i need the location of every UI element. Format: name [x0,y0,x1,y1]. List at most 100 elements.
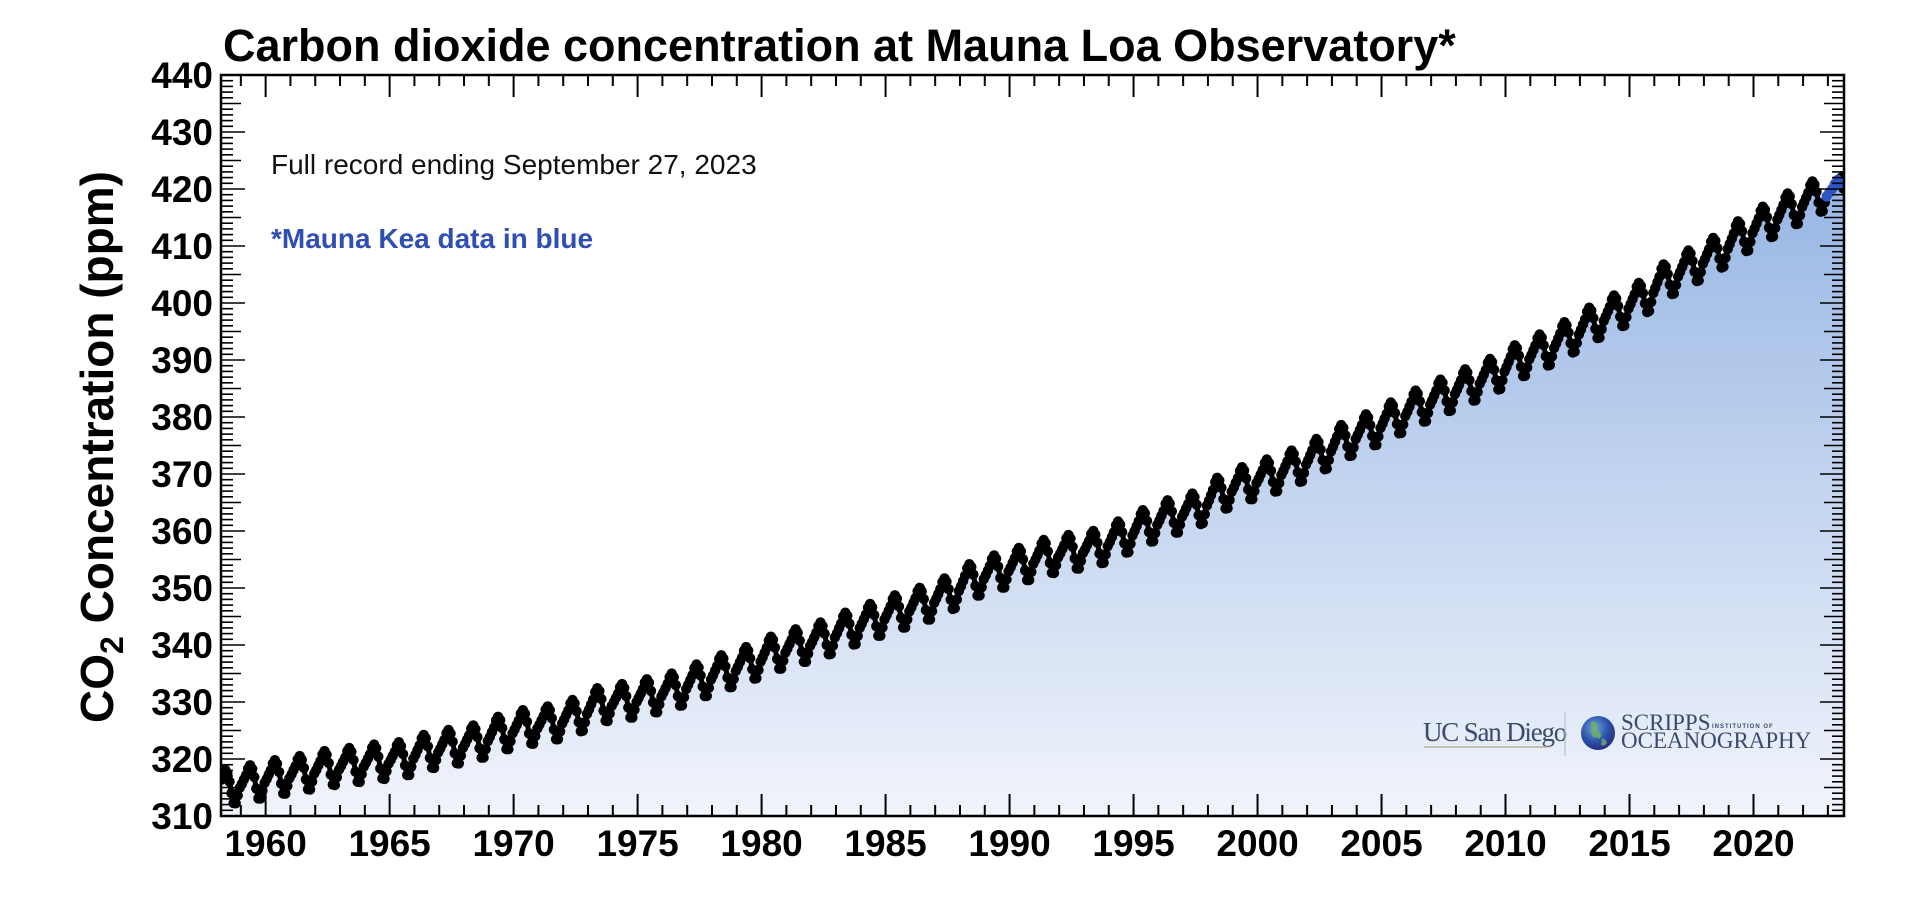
data-point [1017,554,1029,565]
data-point [1222,503,1233,514]
data-point [924,614,936,625]
data-point [247,763,258,775]
data-point [1274,477,1285,489]
data-point [976,582,987,593]
data-point [1414,396,1426,407]
y-tick-label: 410 [151,226,213,267]
data-point [678,692,690,703]
data-point [842,610,853,621]
data-point [1348,442,1359,453]
data-point [1389,407,1401,419]
x-tick-label: 1990 [968,823,1050,864]
data-point [1040,538,1051,549]
data-point [968,569,979,580]
data-point [1296,476,1308,487]
data-point [1712,242,1723,254]
y-axis-label-rest: Concentration (ppm) [71,171,123,636]
data-point [718,653,729,664]
data-point [629,704,640,715]
data-point [1569,346,1580,357]
y-tick-label: 350 [151,568,213,609]
data-point [1123,547,1134,558]
data-point [348,754,359,766]
data-point [1662,268,1673,280]
data-point [298,762,310,774]
data-point [1546,351,1558,362]
data-point [652,707,663,718]
data-point [1265,465,1277,476]
data-point [1042,546,1054,557]
data-point [800,656,812,667]
data-point [397,748,409,760]
data-point [255,793,266,804]
data-point [943,583,954,595]
data-point [974,590,985,601]
data-point [1619,320,1630,331]
data-point [1148,536,1159,547]
data-point [619,682,630,694]
data-point [323,757,334,769]
data-point [1761,211,1773,223]
y-tick-label: 320 [151,739,213,780]
data-point [1092,537,1103,548]
data-point [271,758,283,769]
data-point [1668,288,1680,299]
data-point [1612,300,1624,312]
y-tick-label: 390 [151,340,213,381]
data-point [891,593,903,604]
data-point [1371,439,1382,451]
data-point [1695,266,1707,278]
x-tick-label: 2005 [1340,823,1422,864]
globe-icon [1581,716,1615,750]
data-point [1166,506,1178,517]
data-point [1340,430,1351,441]
x-tick-label: 1995 [1092,823,1174,864]
data-point [1743,245,1754,256]
data-point [827,640,839,651]
data-point [1191,499,1202,510]
scripps-logo-small: INSTITUTION OF [1712,724,1774,730]
data-point [951,594,963,605]
data-point [999,582,1010,593]
data-point [751,673,762,684]
data-point [1538,340,1549,351]
data-point [1067,541,1078,552]
data-point [1736,226,1748,237]
y-tick-label: 340 [151,625,213,666]
data-point [720,661,731,672]
data-point [296,754,307,765]
data-point [1026,566,1037,578]
data-point [844,618,855,629]
data-point [753,664,764,676]
data-point [778,655,789,666]
y-tick-label: 420 [151,169,213,210]
data-point [579,717,591,728]
y-tick-label: 440 [151,55,213,96]
data-point [519,708,531,719]
data-point [726,681,737,693]
data-point [1023,574,1035,586]
scripps-logo-main: SCRIPPS [1621,710,1711,735]
y-axis-label-subscript: 2 [94,636,130,654]
data-point [1445,405,1457,416]
data-point [893,601,905,612]
data-point [306,776,318,787]
data-point [1224,494,1235,506]
data-point [273,766,285,778]
x-tick-label: 1970 [472,823,554,864]
data-point [497,722,508,734]
y-tick-label: 430 [151,112,213,153]
data-point [1050,560,1062,571]
y-tick-labels: 310 320 330 340 350 360 370 380 390 400 410 420 430 4… [151,55,213,837]
data-point [1398,419,1409,430]
data-point [552,734,564,745]
data-point [1373,431,1384,442]
mauna-kea-note: *Mauna Kea data in blue [271,223,593,254]
data-point [645,685,657,697]
data-point [371,743,382,754]
data-point [701,690,712,702]
data-point [1117,527,1128,538]
data-point [1522,362,1533,373]
data-point [1321,463,1333,474]
data-point [875,630,886,641]
